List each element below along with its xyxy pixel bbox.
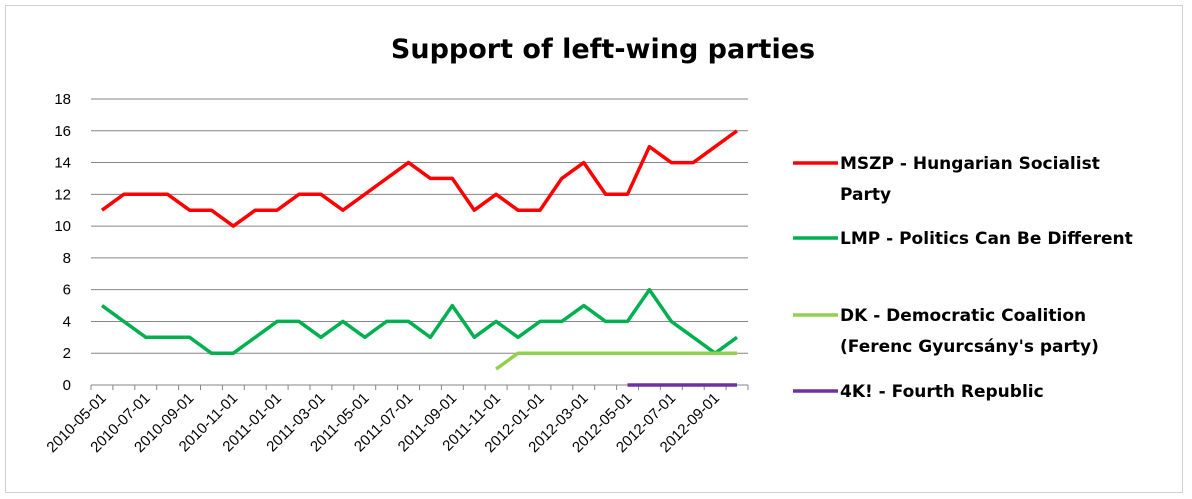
- series-line-2: [495, 351, 737, 371]
- legend-label-0: MSZP - Hungarian Socialist: [840, 154, 1100, 174]
- series-line-0: [100, 129, 739, 228]
- y-axis-ticks: 0 2 4 6 8 10 12 14 16 18: [54, 91, 71, 394]
- x-axis-ticks: 2010-05-012010-07-012010-09-012010-11-01…: [43, 390, 722, 456]
- legend-label-0: Party: [840, 185, 891, 205]
- y-tick-label: 18: [54, 91, 71, 108]
- series-lines: [100, 129, 739, 387]
- legend-label-2: DK - Democratic Coalition: [840, 306, 1086, 326]
- y-tick-label: 2: [63, 345, 71, 362]
- y-tick-label: 6: [63, 282, 71, 299]
- legend-label-1: LMP - Politics Can Be Different: [840, 229, 1133, 249]
- gridlines: [91, 98, 748, 354]
- chart-frame: [5, 5, 1183, 493]
- legend-label-3: 4K! - Fourth Republic: [840, 382, 1044, 402]
- y-tick-label: 14: [54, 155, 71, 172]
- chart-title: Support of left-wing parties: [391, 34, 815, 65]
- y-tick-label: 8: [63, 250, 71, 267]
- legend-label-2: (Ferenc Gyurcsány's party): [840, 337, 1099, 357]
- y-tick-label: 4: [63, 313, 71, 330]
- y-tick-label: 16: [54, 123, 71, 140]
- legend: MSZP - Hungarian Socialist Party LMP - Pol…: [793, 154, 1133, 402]
- y-tick-label: 0: [63, 377, 71, 394]
- y-tick-label: 12: [54, 186, 71, 203]
- y-tick-label: 10: [54, 218, 71, 235]
- series-line-1: [100, 287, 739, 355]
